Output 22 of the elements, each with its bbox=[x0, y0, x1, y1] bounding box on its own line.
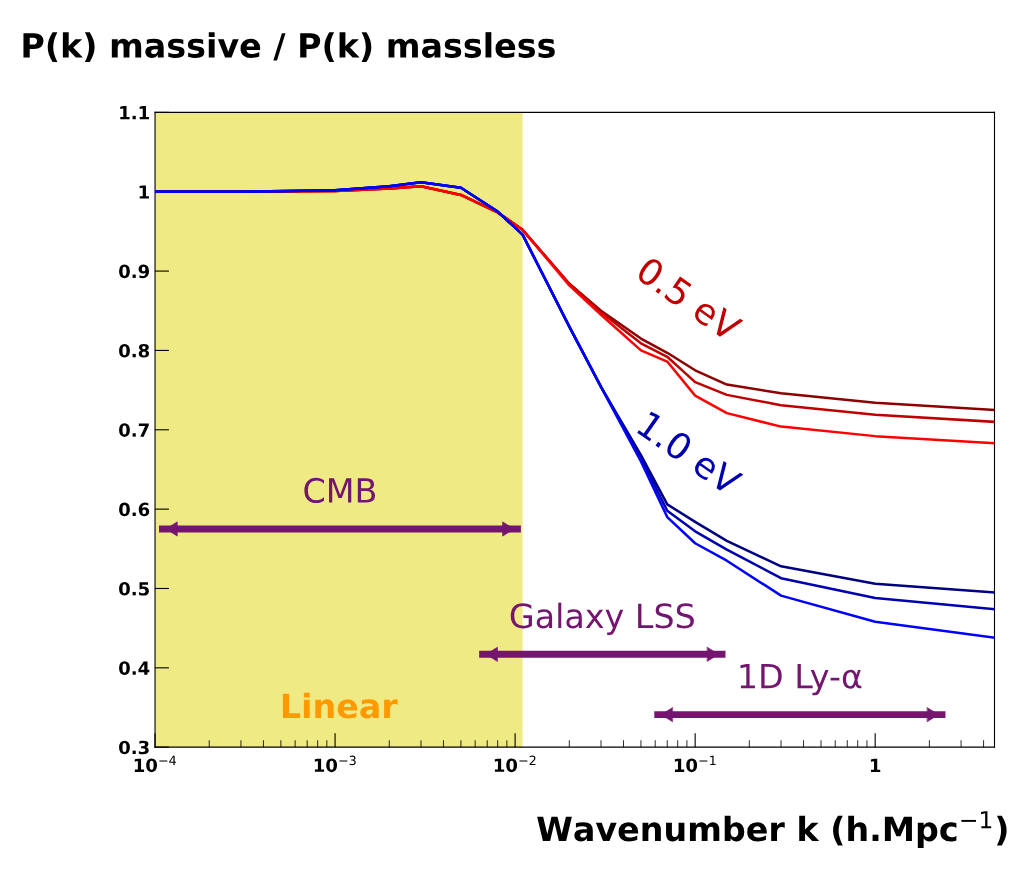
y-tick-label: 0.8 bbox=[119, 343, 150, 358]
text: 0.5 eV bbox=[635, 255, 744, 343]
annotation: CMB bbox=[304, 477, 376, 504]
y-tick-label: 1.1 bbox=[120, 106, 149, 120]
x-tick-label: 10$^{−3}$ bbox=[314, 755, 356, 773]
y-axis-title: P(k) massive / P(k) massless bbox=[23, 32, 555, 62]
x-tick-label: 10$^{−4}$ bbox=[134, 755, 176, 773]
x-axis-title: Wavenumber k (h.Mpc$^{−1}$) bbox=[537, 811, 1007, 848]
y-tick-label: 1 bbox=[139, 185, 149, 199]
x-tick-label: 10$^{−2}$ bbox=[494, 755, 536, 773]
x-tick-label: 1 bbox=[870, 758, 881, 773]
y-tick-label: 0.3 bbox=[119, 740, 149, 755]
band-label: Linear bbox=[282, 692, 398, 719]
annotation: Galaxy LSS bbox=[510, 602, 694, 635]
y-tick-label: 0.5 bbox=[119, 581, 149, 596]
y-tick-label: 0.4 bbox=[119, 661, 150, 675]
text: 1.0 eV bbox=[636, 410, 744, 497]
y-tick-label: 0.9 bbox=[119, 264, 150, 279]
annotation: 1D Ly-α bbox=[740, 663, 862, 696]
y-tick-label: 0.6 bbox=[119, 502, 150, 517]
y-tick-label: 0.7 bbox=[119, 423, 149, 437]
x-tick-label: 10$^{−1}$ bbox=[674, 755, 716, 773]
